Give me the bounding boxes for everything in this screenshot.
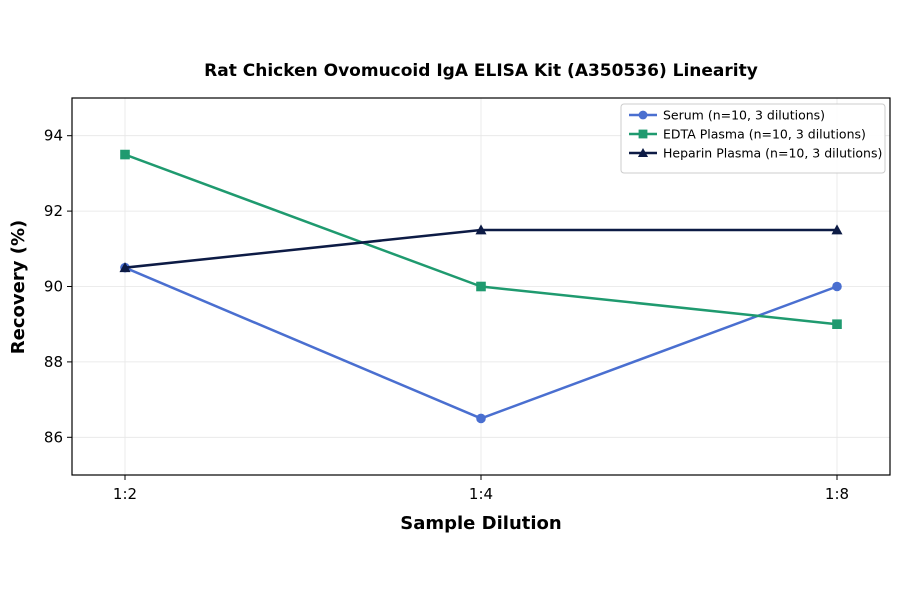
legend-label: Serum (n=10, 3 dilutions) (663, 108, 825, 123)
data-point-square (476, 281, 486, 292)
data-point-triangle (119, 262, 131, 273)
y-tick-label: 94 (44, 127, 63, 145)
chart-title: Rat Chicken Ovomucoid IgA ELISA Kit (A35… (204, 61, 758, 81)
x-tick-label: 1:8 (825, 485, 849, 503)
y-tick-label: 92 (44, 202, 63, 220)
data-point-square (120, 149, 130, 160)
legend: Serum (n=10, 3 dilutions) EDTA Plasma (n=… (620, 103, 886, 174)
y-tick-label: 90 (44, 278, 63, 296)
series-layer (119, 149, 843, 424)
data-point-triangle (475, 224, 487, 235)
x-tick-label: 1:4 (469, 485, 493, 503)
legend-label: Heparin Plasma (n=10, 3 dilutions) (663, 146, 882, 161)
legend-item: Heparin Plasma (n=10, 3 dilutions) (629, 146, 882, 161)
series-3 (119, 224, 843, 273)
y-tick-label: 86 (44, 428, 63, 446)
data-point-circle (476, 413, 486, 424)
data-point-triangle (637, 147, 649, 158)
data-point-square (638, 129, 648, 139)
legend-label: EDTA Plasma (n=10, 3 dilutions) (663, 127, 866, 142)
series-2 (120, 149, 842, 329)
legend-item: Serum (n=10, 3 dilutions) (629, 108, 825, 123)
data-point-circle (832, 281, 842, 292)
x-axis-label: Sample Dilution (400, 513, 561, 534)
data-point-circle (638, 110, 648, 120)
y-axis-label: Recovery (%) (8, 220, 29, 354)
legend-box (620, 103, 886, 174)
data-point-triangle (831, 224, 843, 235)
axis-ticks: 1:2 1:4 1:8 86 88 90 92 94 (44, 127, 849, 503)
x-tick-label: 1:2 (113, 485, 137, 503)
y-tick-label: 88 (44, 353, 63, 371)
legend-item: EDTA Plasma (n=10, 3 dilutions) (629, 127, 866, 142)
data-point-square (832, 319, 842, 329)
